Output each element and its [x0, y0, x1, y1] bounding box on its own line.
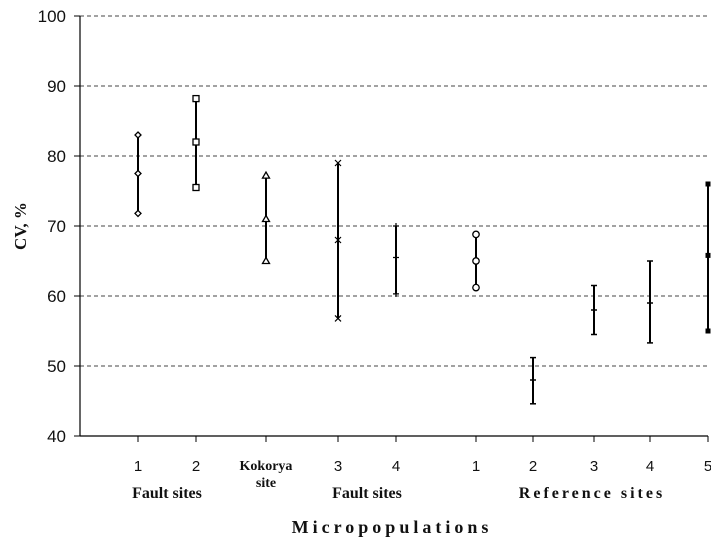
y-tick-label: 90	[47, 77, 66, 96]
y-tick-label: 100	[38, 7, 66, 26]
mean-point	[705, 252, 711, 258]
y-tick-label: 80	[47, 147, 66, 166]
mean-point	[192, 138, 200, 146]
mean-point	[134, 169, 142, 178]
error-bar-lower	[192, 183, 200, 192]
mean-point	[472, 257, 480, 265]
error-bar-upper	[705, 181, 711, 187]
error-bar-upper	[472, 230, 480, 239]
x-tick-label: 1	[472, 458, 480, 475]
x-tick-label: 4	[392, 458, 400, 475]
x-tick-labels: 1 2 Kokorya site 3 4 1 2 3 4 5	[134, 436, 711, 491]
error-bar-upper	[261, 170, 271, 179]
group-label: Fault sites	[132, 485, 202, 502]
y-tick-label: 50	[47, 357, 66, 376]
x-tick-label: 2	[529, 458, 537, 475]
y-tick-label: 70	[47, 217, 66, 236]
error-bar-upper	[334, 159, 342, 167]
error-bar-lower	[472, 283, 480, 292]
group-label: Fault sites	[332, 485, 402, 502]
error-bar-lower	[134, 209, 142, 218]
x-tick-label: 1	[134, 458, 142, 475]
mean-point	[334, 236, 342, 244]
group-label: Reference sites	[519, 485, 665, 502]
error-bars	[134, 94, 711, 405]
x-tick-label: 3	[334, 458, 342, 475]
group-labels: Fault sites Fault sites Reference sites	[132, 485, 665, 502]
error-bar-lower	[705, 328, 711, 334]
mean-point	[261, 214, 271, 223]
y-tick-label: 60	[47, 287, 66, 306]
y-tick-labels: 40 50 60 70 80 90 100	[38, 7, 66, 446]
x-tick-label: 3	[590, 458, 598, 475]
x-axis-title: Micropopulations	[292, 517, 493, 537]
x-tick-label: site	[256, 476, 276, 491]
x-tick-label: 2	[192, 458, 200, 475]
error-bar-lower	[261, 256, 271, 265]
error-bar-upper	[134, 131, 142, 139]
error-bar-upper	[393, 223, 399, 229]
mean-point	[393, 254, 399, 261]
y-tick-label: 40	[47, 427, 66, 446]
gridlines	[74, 15, 708, 437]
error-bar-upper	[192, 94, 200, 103]
x-tick-label: Kokorya	[240, 459, 293, 474]
x-tick-label: 4	[646, 458, 654, 475]
y-axis-title: CV, %	[11, 202, 30, 250]
error-bar-lower	[334, 314, 342, 322]
x-tick-label: 5	[704, 458, 711, 475]
error-bar-lower	[393, 290, 399, 297]
